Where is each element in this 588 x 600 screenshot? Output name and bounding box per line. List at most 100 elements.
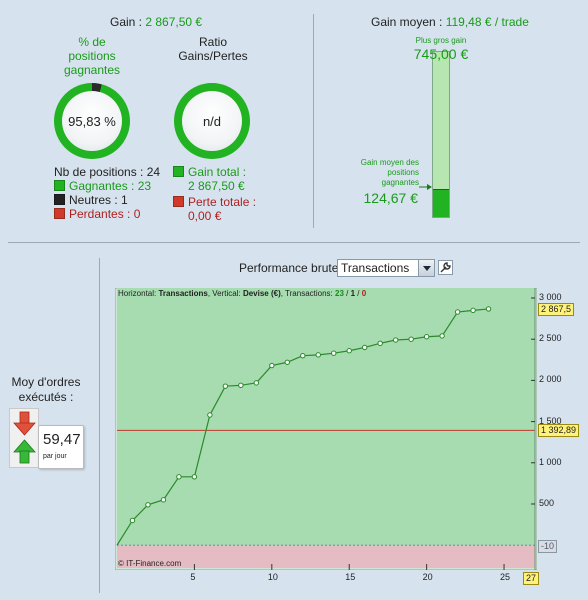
orders-label-line-1: Moy d'ordres bbox=[11, 375, 81, 389]
legend-vertical: Devise (€) bbox=[242, 289, 281, 298]
avg-gain-label: Gain moyen des positions gagnantes bbox=[345, 158, 419, 188]
gain-moyen-gauge bbox=[432, 51, 450, 218]
data-point bbox=[485, 306, 492, 312]
gain-total-label: Gain total : bbox=[188, 165, 247, 179]
chevron-down-icon[interactable] bbox=[418, 260, 434, 276]
mode-select-value: Transactions bbox=[341, 261, 410, 275]
neutres-text: Neutres : 1 bbox=[69, 193, 128, 207]
data-point bbox=[176, 474, 182, 480]
x-tick-label: 25 bbox=[500, 572, 511, 582]
data-point bbox=[222, 383, 229, 389]
gain-label: Gain : bbox=[110, 15, 143, 29]
performance-title: Performance brute bbox=[239, 261, 339, 275]
orders-value: 59,47 bbox=[43, 431, 81, 448]
pct-winning-donut: 95,83 % bbox=[54, 83, 130, 159]
min-value-tag: -10 bbox=[538, 540, 558, 554]
x-tick-label: 15 bbox=[345, 572, 356, 582]
pct-winning-title: % de positions gagnantes bbox=[50, 35, 134, 77]
gain-moyen-summary: Gain moyen : 119,48 € / trade bbox=[371, 15, 529, 29]
orders-label-line-2: exécutés : bbox=[18, 390, 74, 404]
vertical-divider bbox=[313, 14, 314, 228]
chart-legend: Horizontal: Transactions, Vertical: Devi… bbox=[118, 289, 366, 298]
perte-totale-value: 0,00 € bbox=[188, 209, 222, 223]
legend-win-count: 23 bbox=[335, 289, 344, 298]
gain-moyen-value: 119,48 € / trade bbox=[445, 15, 529, 29]
y-tick-label: 1 500 bbox=[539, 415, 562, 426]
vertical-divider-bottom bbox=[99, 258, 100, 593]
data-point bbox=[470, 307, 476, 314]
ratio-value: n/d bbox=[182, 91, 242, 151]
avg-gain-label-line-2: positions bbox=[387, 168, 419, 177]
avg-gain-label-line-3: gagnantes bbox=[381, 178, 419, 187]
data-point bbox=[423, 334, 430, 340]
legend-loss-count: 0 bbox=[361, 289, 367, 298]
positions-legend: Nb de positions : 24 Gagnantes : 23 Neut… bbox=[54, 165, 160, 221]
pct-winning-value: 95,83 % bbox=[62, 91, 122, 151]
max-gain-value: 745,00 € bbox=[413, 46, 469, 62]
gain-total-value: 2 867,50 € bbox=[188, 179, 245, 193]
gain-loss-legend: Gain total : 2 867,50 € Perte totale : 0… bbox=[173, 165, 256, 223]
pct-label-line-1: % de bbox=[78, 35, 106, 49]
legend-sep-1: / bbox=[343, 289, 351, 298]
y-tick-label: 1 000 bbox=[539, 456, 562, 467]
perdantes-text: Perdantes : 0 bbox=[69, 207, 141, 221]
positive-area bbox=[117, 288, 535, 546]
red-square-icon bbox=[173, 196, 184, 207]
y-tick-label: 2 500 bbox=[539, 333, 562, 344]
red-square-icon bbox=[54, 208, 65, 219]
orders-card: 59,47 par jour bbox=[38, 425, 84, 469]
orders-direction-icon bbox=[13, 411, 36, 464]
data-point bbox=[331, 350, 337, 356]
gain-moyen-label: Gain moyen : bbox=[371, 15, 443, 29]
data-point bbox=[269, 362, 275, 369]
avg-gain-label-line-1: Gain moyen des bbox=[360, 158, 419, 167]
y-tick-label: 2 000 bbox=[539, 374, 562, 385]
pct-label-line-2: positions bbox=[68, 49, 116, 63]
data-point bbox=[253, 380, 260, 386]
x-end-tag: 27 bbox=[523, 572, 540, 585]
data-point bbox=[346, 348, 352, 354]
ratio-label-line-2: Gains/Pertes bbox=[178, 49, 248, 63]
performance-chart bbox=[115, 288, 537, 570]
horizontal-divider bbox=[8, 242, 580, 243]
pct-label-line-3: gagnantes bbox=[63, 63, 121, 77]
average-tag: 1 392,89 bbox=[538, 424, 580, 438]
data-point bbox=[315, 352, 321, 358]
red-down-arrow-icon bbox=[13, 411, 36, 436]
last-value-tag: 2 867,5 bbox=[538, 302, 575, 316]
perte-totale-label: Perte totale : bbox=[188, 195, 257, 209]
negative-area bbox=[117, 545, 535, 568]
x-tick-label: 20 bbox=[422, 572, 433, 582]
legend-gagnantes: Gagnantes : 23 bbox=[54, 179, 160, 193]
mode-select[interactable]: Transactions bbox=[337, 259, 435, 277]
wrench-icon[interactable] bbox=[438, 260, 453, 275]
y-tick-label: 500 bbox=[539, 497, 555, 508]
x-tick-label: 10 bbox=[267, 572, 278, 582]
legend-mid: , Vertical: bbox=[207, 289, 243, 298]
gain-moyen-gauge-fill bbox=[433, 189, 449, 217]
pointer-arrow-icon bbox=[419, 184, 432, 190]
max-gain-label: Plus gros gain bbox=[415, 36, 467, 45]
data-point bbox=[284, 359, 290, 365]
data-point bbox=[145, 502, 151, 508]
legend-gain-total: Gain total : bbox=[173, 165, 256, 179]
orders-label: Moy d'ordres exécutés : bbox=[4, 375, 88, 405]
avg-gain-value: 124,67 € bbox=[363, 190, 419, 206]
y-tick-label: 3 000 bbox=[539, 292, 562, 302]
x-tick-label: 5 bbox=[190, 572, 196, 582]
data-point bbox=[439, 333, 445, 339]
ratio-title: Ratio Gains/Pertes bbox=[168, 35, 258, 63]
ratio-label-line-1: Ratio bbox=[198, 35, 227, 49]
data-point bbox=[408, 336, 414, 342]
green-square-icon bbox=[173, 166, 184, 177]
legend-neutres: Neutres : 1 bbox=[54, 193, 160, 207]
green-square-icon bbox=[54, 180, 65, 191]
nb-positions: Nb de positions : 24 bbox=[54, 165, 161, 179]
data-point bbox=[160, 497, 167, 503]
legend-horizontal: Transactions bbox=[158, 289, 208, 298]
data-point bbox=[129, 517, 136, 524]
data-point bbox=[238, 382, 244, 389]
data-point bbox=[207, 412, 213, 418]
legend-prefix: Horizontal: bbox=[118, 289, 159, 298]
legend-tx: , Transactions: bbox=[280, 289, 335, 298]
